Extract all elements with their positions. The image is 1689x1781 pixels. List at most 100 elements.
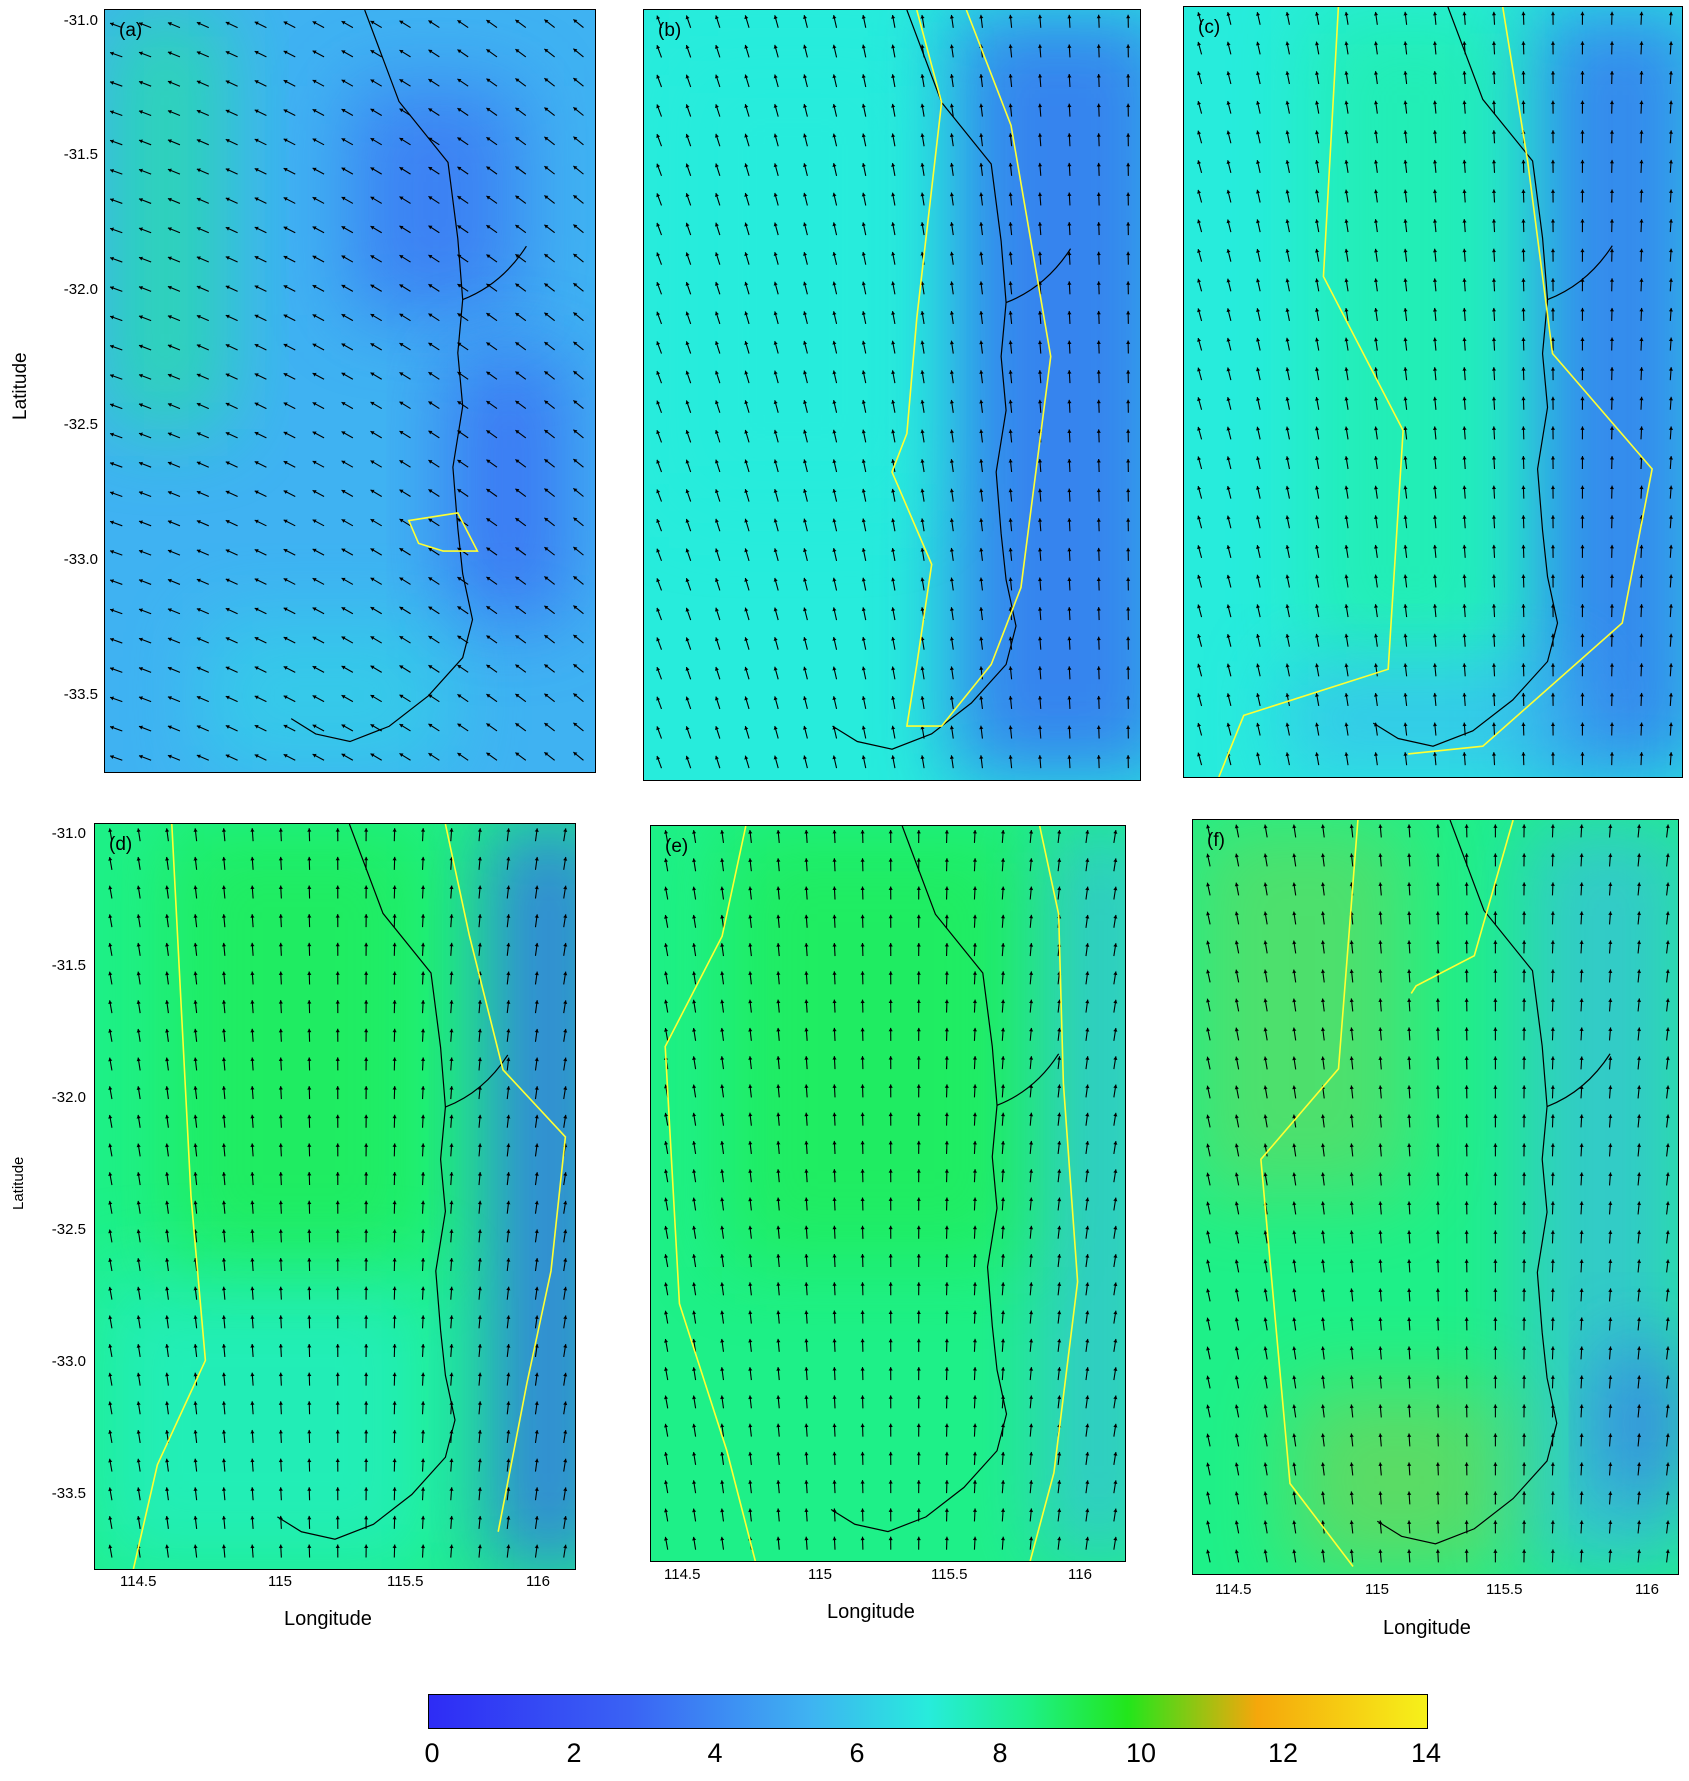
wind-arrowhead (1008, 725, 1013, 730)
wind-arrowhead (515, 254, 520, 258)
speed-contour (444, 824, 567, 1532)
wind-arrowhead (573, 312, 578, 317)
wind-arrowhead (428, 665, 433, 669)
wind-arrowhead (563, 1344, 568, 1348)
wind-arrowhead (972, 1225, 977, 1230)
wind-arrowhead (656, 667, 661, 672)
wind-arrowhead (1668, 574, 1674, 579)
wind-arrowhead (720, 1367, 725, 1371)
wind-arrowhead (972, 1451, 977, 1456)
wind-arrowhead (1126, 547, 1131, 552)
wind-arrowhead (1550, 663, 1556, 667)
wind-arrowhead (399, 460, 404, 464)
wind-arrowhead (861, 400, 866, 404)
wind-arrowhead (1550, 11, 1556, 16)
wind-arrowhead (221, 1114, 227, 1119)
wind-arrowhead (656, 519, 661, 523)
wind-arrowhead (656, 282, 661, 287)
wind-arrowhead (1126, 133, 1131, 137)
wind-arrowhead (1126, 340, 1131, 345)
wind-arrowhead (370, 665, 375, 670)
wind-arrowhead (891, 548, 896, 552)
wind-arrowhead (307, 1172, 312, 1176)
wind-arrowhead (888, 999, 893, 1004)
wind-arrowhead (392, 1286, 397, 1291)
wind-arrowhead (544, 400, 549, 405)
wind-arrowhead (1067, 103, 1072, 108)
wind-arrowhead (920, 725, 925, 730)
wind-arrowhead (1462, 722, 1467, 727)
wind-arrowhead (420, 1487, 426, 1491)
wind-arrowhead (832, 914, 837, 919)
wind-arrowhead (979, 459, 984, 463)
wind-arrowhead (563, 1487, 568, 1492)
wind-arrowhead (1256, 100, 1261, 105)
wind-arrowhead (804, 1508, 809, 1513)
wind-arrowhead (1639, 396, 1644, 401)
wind-arrowhead (428, 635, 433, 640)
wind-arrowhead (1096, 577, 1101, 581)
wind-arrowhead (165, 1028, 170, 1033)
wind-arrowhead (891, 399, 896, 404)
wind-arrowhead (1344, 604, 1349, 608)
wind-arrowhead (1008, 755, 1013, 759)
wind-arrowhead (832, 1536, 837, 1541)
wind-arrowhead (254, 402, 259, 407)
wind-arrowhead (1407, 969, 1412, 973)
wind-speed-region (1532, 7, 1682, 777)
wind-arrowhead (1432, 515, 1438, 519)
wind-arrowhead (254, 519, 259, 524)
wind-arrowhead (1580, 367, 1585, 371)
wind-arrowhead (1378, 1056, 1383, 1061)
wind-arrowhead (506, 1315, 511, 1320)
wind-arrowhead (221, 942, 227, 947)
wind-arrowhead (110, 227, 114, 232)
wind-arrowhead (307, 1487, 312, 1491)
panel-a: (a) (104, 9, 596, 773)
wind-arrowhead (1226, 426, 1231, 431)
wind-arrowhead (861, 251, 866, 256)
wind-arrowhead (1403, 308, 1408, 312)
wind-arrowhead (278, 914, 283, 918)
wind-arrowhead (392, 1114, 397, 1119)
wind-arrowhead (573, 253, 578, 258)
wind-arrowhead (1085, 1338, 1090, 1343)
wind-arrowhead (773, 222, 778, 227)
wind-arrowhead (1037, 695, 1043, 700)
wind-arrowhead (1407, 1520, 1412, 1524)
wind-arrowhead (1067, 251, 1072, 256)
wind-arrowhead (307, 1086, 312, 1090)
wind-arrowhead (335, 1286, 340, 1291)
wind-arrowhead (1126, 162, 1131, 167)
wind-arrowhead (1085, 830, 1090, 834)
wind-arrowhead (1285, 604, 1290, 609)
wind-arrowhead (1668, 396, 1674, 401)
wind-arrowhead (664, 858, 669, 863)
wind-arrowhead (307, 1315, 312, 1319)
wind-arrowhead (891, 696, 896, 700)
wind-arrowhead (392, 1028, 397, 1033)
wind-arrowhead (714, 666, 719, 671)
wind-arrowhead (138, 403, 143, 408)
wind-arrowhead (1113, 1028, 1118, 1032)
wind-arrowhead (692, 914, 697, 919)
wind-arrowhead (1344, 308, 1349, 312)
wind-arrowhead (370, 20, 375, 25)
wind-arrowhead (486, 723, 491, 728)
wind-arrowhead (944, 1197, 949, 1201)
wind-arrowhead (720, 1480, 725, 1484)
wind-arrowhead (860, 1140, 865, 1145)
wind-arrowhead (477, 828, 482, 832)
wind-arrowhead (370, 314, 375, 318)
wind-arrowhead (457, 196, 462, 200)
wind-arrowhead (457, 752, 462, 757)
wind-arrowhead (920, 222, 925, 226)
wind-arrowhead (1407, 824, 1412, 828)
wind-arrowhead (1285, 722, 1290, 727)
wind-arrowhead (1029, 1338, 1034, 1343)
wind-arrowhead (804, 1140, 809, 1145)
wind-arrowhead (138, 637, 143, 642)
wind-arrowhead (341, 548, 346, 553)
wind-arrowhead (420, 1200, 426, 1205)
wind-arrowhead (1491, 159, 1497, 164)
